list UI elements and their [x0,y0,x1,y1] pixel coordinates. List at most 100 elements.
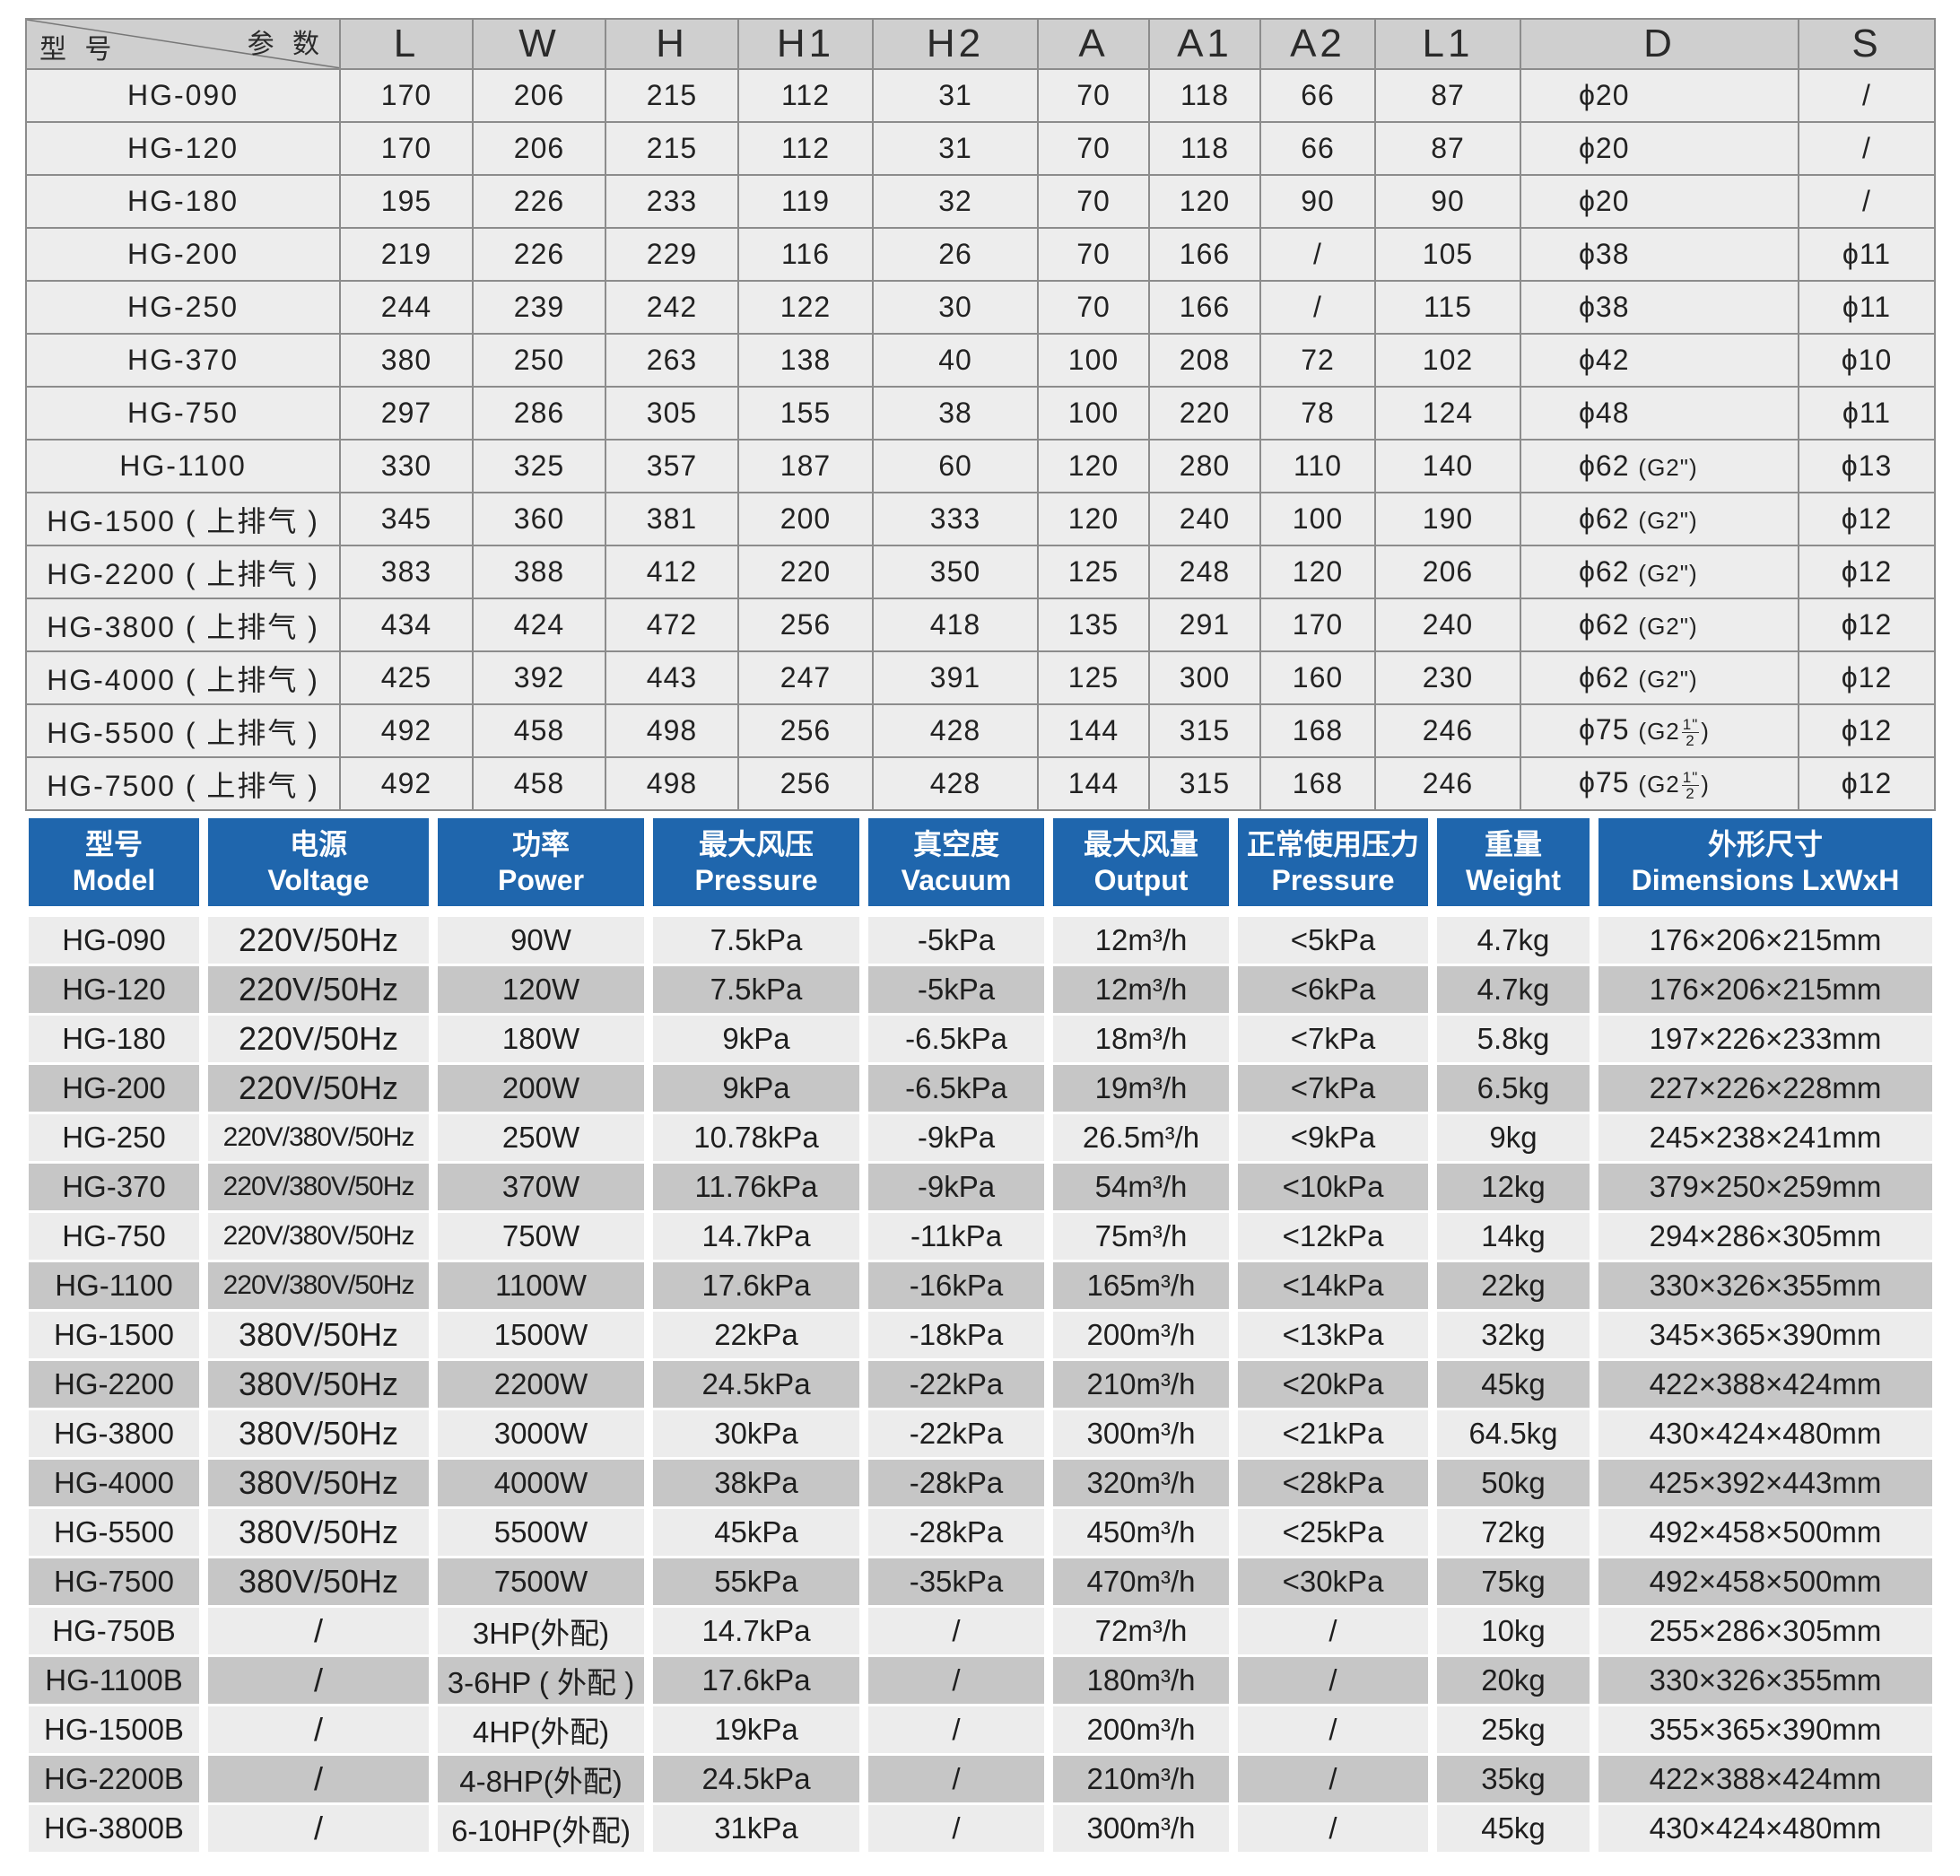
spec-cell-pressure: 24.5kPa [653,1361,859,1410]
spec-cell-power: 180W [438,1016,644,1065]
dim-cell-a2: 66 [1259,121,1376,176]
dim-cell-h2: 418 [872,598,1039,652]
model-cell: HG-1100 [25,439,341,493]
spec-cell-voltage: 380V/50Hz [208,1460,429,1509]
dim-cell-a: 70 [1037,174,1150,229]
dim-cell-l1: 190 [1374,492,1521,546]
spec-cell-power: 2200W [438,1361,644,1410]
spec-cell-weight: 9kg [1437,1114,1590,1164]
d-value: ϕ20 [1579,185,1630,217]
dim-cell-l1: 240 [1374,598,1521,652]
specifications-table-body: HG-090 220V/50Hz 90W 7.5kPa -5kPa 12m³/h <5kPa… [29,917,1932,1854]
d-value: ϕ20 [1579,132,1630,164]
spec-cell-vacuum: -5kPa [868,966,1044,1016]
spec-cell-pressure: 7.5kPa [653,966,859,1016]
column-header-H2: H2 [872,18,1039,70]
d-value: ϕ20 [1579,79,1630,111]
spec-cell-normal: / [1238,1608,1428,1657]
spec-cell-weight: 45kg [1437,1361,1590,1410]
dim-cell-w: 424 [472,598,606,652]
spec-cell-output: 26.5m³/h [1053,1114,1229,1164]
spec-cell-vacuum: -18kPa [868,1312,1044,1361]
spec-cell-weight: 10kg [1437,1608,1590,1657]
model-cell: HG-370 [25,333,341,388]
spec-cell-output: 300m³/h [1053,1410,1229,1460]
d-note: (G2") [1638,613,1698,640]
dim-cell-a: 70 [1037,68,1150,123]
dim-cell-a1: 315 [1148,756,1261,811]
header-label-en: Pressure [694,864,818,896]
dim-cell-l: 425 [339,650,474,705]
spec-column-header: 功率 Power [438,818,644,917]
dim-cell-l1: 102 [1374,333,1521,388]
column-header-W: W [472,18,606,70]
dim-cell-a1: 291 [1148,598,1261,652]
spec-cell-pressure: 10.78kPa [653,1114,859,1164]
spec-cell-power: 4-8HP(外配) [438,1756,644,1805]
spec-cell-model: HG-250 [29,1114,199,1164]
spec-cell-dims: 197×226×233mm [1598,1016,1932,1065]
dim-cell-l: 492 [339,756,474,811]
spec-cell-model: HG-1100B [29,1657,199,1706]
spec-cell-weight: 6.5kg [1437,1065,1590,1114]
header-label-en: Pressure [1271,864,1395,896]
column-header-H: H [605,18,739,70]
dim-cell-w: 458 [472,756,606,811]
dimensions-row: HG-200 219 226 229 116 26 70 166/105 ϕ38 ϕ11 [25,227,1936,282]
dim-cell-s: ϕ11 [1798,386,1936,441]
specifications-row: HG-180 220V/50Hz 180W 9kPa -6.5kPa 18m³/h <7kP… [29,1016,1932,1065]
spec-column-header: 电源 Voltage [208,818,429,917]
dim-cell-a: 135 [1037,598,1150,652]
dim-cell-a: 120 [1037,439,1150,493]
dim-cell-l1: 105 [1374,227,1521,282]
model-cell: HG-7500 ( 上排气 ) [25,756,341,811]
spec-cell-normal: <21kPa [1238,1410,1428,1460]
spec-cell-weight: 75kg [1437,1558,1590,1608]
spec-cell-weight: 22kg [1437,1262,1590,1312]
column-header-A2: A2 [1259,18,1376,70]
dim-cell-w: 226 [472,174,606,229]
header-label-cn: 重量 [1484,828,1542,860]
specifications-row: HG-750 220V/380V/50Hz 750W 14.7kPa -11kPa 75m… [29,1213,1932,1262]
dim-cell-a: 70 [1037,121,1150,176]
spec-cell-vacuum: -28kPa [868,1509,1044,1558]
spec-cell-pressure: 14.7kPa [653,1213,859,1262]
spec-cell-model: HG-120 [29,966,199,1016]
dim-cell-h1: 256 [737,703,874,758]
dim-cell-h1: 187 [737,439,874,493]
d-value: ϕ62 [1579,555,1630,588]
model-cell: HG-250 [25,280,341,335]
spec-cell-dims: 379×250×259mm [1598,1164,1932,1213]
dim-cell-h2: 40 [872,333,1039,388]
dimensions-row: HG-750 297 286 305 155 38 100 220 78 124 ϕ48 ϕ11 [25,386,1936,441]
dim-cell-a2: 168 [1259,703,1376,758]
spec-cell-power: 200W [438,1065,644,1114]
dimensions-row: HG-370 380 250 263 138 40 100 208 72 102 ϕ42 ϕ10 [25,333,1936,388]
d-value: ϕ62 [1579,661,1630,694]
dim-cell-l: 383 [339,545,474,599]
dim-cell-l1: 246 [1374,756,1521,811]
dim-cell-a2: 90 [1259,174,1376,229]
model-cell: HG-4000 ( 上排气 ) [25,650,341,705]
dim-cell-h1: 256 [737,756,874,811]
dim-cell-d: ϕ62 (G2") [1520,598,1799,652]
dim-cell-h: 498 [605,756,739,811]
dim-cell-a1: 208 [1148,333,1261,388]
spec-cell-model: HG-200 [29,1065,199,1114]
header-label-en: Model [72,864,156,896]
dim-cell-h2: 333 [872,492,1039,546]
d-value: ϕ38 [1579,238,1630,270]
dim-cell-d: ϕ42 [1520,333,1799,388]
spec-cell-dims: 492×458×500mm [1598,1558,1932,1608]
dim-cell-s: ϕ12 [1798,492,1936,546]
specifications-row: HG-2200B/4-8HP(外配) 24.5kPa/210m³/h/35kg 42… [29,1756,1932,1805]
dim-cell-d: ϕ20 [1520,174,1799,229]
spec-cell-vacuum: / [868,1756,1044,1805]
dim-cell-s: ϕ12 [1798,703,1936,758]
dim-cell-h2: 428 [872,703,1039,758]
specifications-row: HG-120 220V/50Hz 120W 7.5kPa -5kPa 12m³/h <6kP… [29,966,1932,1016]
d-note: (G2") [1638,454,1698,481]
spec-cell-vacuum: -22kPa [868,1410,1044,1460]
spec-cell-weight: 12kg [1437,1164,1590,1213]
spec-cell-voltage: 220V/50Hz [208,1065,429,1114]
